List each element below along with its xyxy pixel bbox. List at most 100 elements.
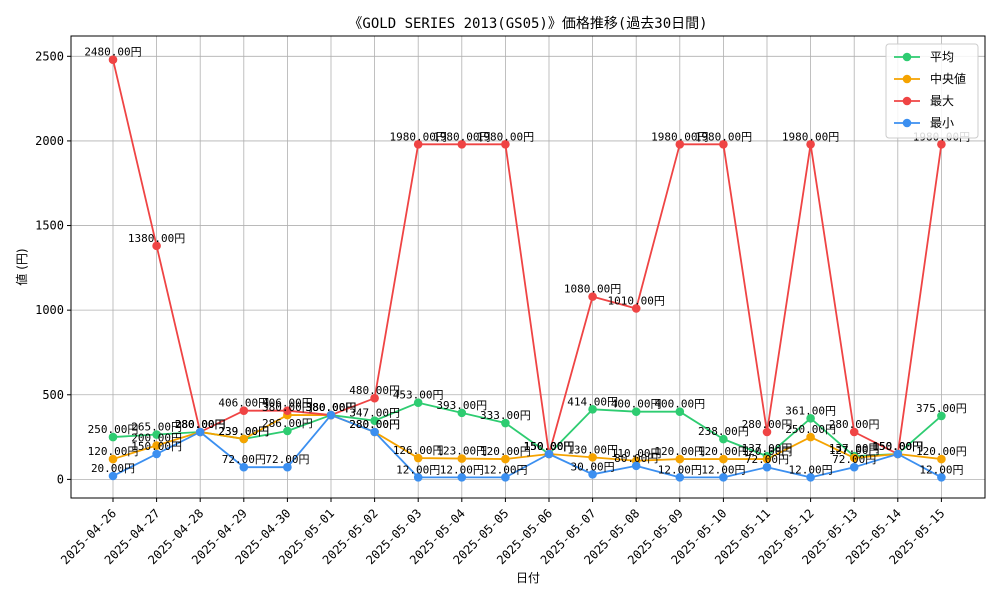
data-label-0: 280.00円 — [175, 418, 226, 431]
data-point-0 — [283, 426, 292, 436]
data-point-1 — [806, 432, 815, 442]
data-point-0 — [937, 411, 946, 421]
data-label-0: 361.00円 — [785, 404, 836, 417]
data-label-1: 120.00円 — [742, 445, 793, 458]
data-label-3: 380.00円 — [306, 401, 357, 414]
data-label-1: 120.00円 — [88, 445, 139, 458]
data-label-2: 150.00円 — [872, 440, 923, 453]
data-point-1 — [239, 434, 249, 444]
data-label-1: 280.00円 — [175, 418, 226, 431]
y-tick-label: 2000 — [35, 134, 64, 148]
data-label-3: 12.00円 — [440, 463, 484, 476]
data-label-1: 127.00円 — [829, 444, 880, 457]
data-point-3 — [370, 427, 379, 437]
data-label-3: 12.00円 — [396, 463, 440, 476]
data-label-0: 137.00円 — [742, 442, 793, 455]
y-tick-label: 1000 — [35, 303, 64, 317]
data-point-0 — [631, 407, 641, 416]
data-point-2 — [937, 140, 946, 149]
legend-marker — [902, 74, 912, 84]
data-label-1: 380.00円 — [306, 401, 357, 414]
data-point-1 — [501, 454, 510, 464]
data-point-3 — [675, 473, 685, 482]
data-point-3 — [631, 461, 641, 471]
data-label-0: 250.00円 — [88, 423, 139, 436]
data-label-2: 1380.00円 — [128, 232, 185, 245]
data-label-2: 1980.00円 — [695, 130, 752, 143]
legend-label: 最小 — [930, 116, 954, 130]
data-label-1: 250.00円 — [785, 423, 836, 436]
data-point-3 — [501, 473, 510, 482]
data-label-2: 406.00円 — [218, 397, 269, 410]
data-point-2 — [849, 427, 859, 437]
data-label-3: 280.00円 — [349, 418, 400, 431]
data-point-3 — [719, 473, 728, 482]
data-label-1: 150.00円 — [872, 440, 923, 453]
data-label-2: 280.00円 — [175, 418, 226, 431]
data-label-1: 110.00円 — [611, 447, 662, 460]
data-label-3: 280.00円 — [175, 418, 226, 431]
data-point-2 — [588, 292, 597, 301]
y-axis: 0 500 1000 1500 2000 2500 — [35, 49, 71, 486]
data-label-1: 120.00円 — [480, 445, 531, 458]
series-line-3 — [112, 414, 942, 479]
data-point-2 — [413, 140, 423, 149]
data-label-0: 375.00円 — [916, 402, 967, 415]
data-label-0: 393.00円 — [436, 399, 487, 412]
data-point-1 — [849, 453, 859, 463]
data-point-3 — [937, 473, 946, 482]
series-points — [108, 55, 946, 482]
legend-box — [885, 43, 979, 139]
data-point-1 — [937, 454, 946, 464]
data-label-0: 400.00円 — [611, 398, 662, 411]
data-point-2 — [762, 427, 772, 437]
data-label-0: 380.00円 — [306, 401, 357, 414]
data-point-2 — [501, 140, 510, 149]
data-point-1 — [588, 453, 597, 462]
data-label-1: 130.00円 — [567, 443, 618, 456]
data-label-0: 400.00円 — [654, 398, 705, 411]
data-label-0: 150.00円 — [872, 440, 923, 453]
y-tick-label: 1500 — [35, 219, 64, 233]
data-labels: 250.00円265.00円280.00円239.00円286.00円380.0… — [84, 46, 970, 477]
data-label-1: 126.00円 — [393, 444, 444, 457]
data-point-1 — [675, 454, 685, 464]
data-label-1: 239.00円 — [218, 425, 269, 438]
data-point-1 — [152, 441, 161, 450]
data-point-2 — [239, 406, 249, 415]
data-label-1: 120.00円 — [698, 445, 749, 458]
data-label-3: 72.00円 — [832, 453, 876, 466]
data-label-1: 123.00円 — [436, 445, 487, 458]
y-tick-label: 500 — [42, 388, 64, 402]
data-point-1 — [108, 454, 118, 464]
data-label-0: 265.00円 — [131, 421, 182, 434]
data-point-0 — [588, 405, 597, 414]
data-label-2: 280.00円 — [829, 418, 880, 431]
data-label-3: 72.00円 — [745, 453, 789, 466]
data-label-1: 380.00円 — [262, 401, 313, 414]
legend-label: 平均 — [930, 50, 954, 64]
data-point-3 — [413, 473, 423, 482]
data-point-3 — [849, 462, 859, 472]
grid — [71, 36, 985, 498]
data-point-3 — [544, 449, 554, 459]
data-label-3: 12.00円 — [483, 463, 527, 476]
data-label-2: 406.00円 — [262, 397, 313, 410]
data-label-2: 1980.00円 — [651, 130, 708, 143]
data-point-0 — [675, 407, 685, 416]
y-axis-title: 値 (円) — [14, 248, 29, 285]
data-point-2 — [719, 140, 728, 149]
data-label-2: 2480.00円 — [84, 46, 141, 59]
data-point-0 — [719, 434, 728, 444]
data-label-0: 137.00円 — [829, 442, 880, 455]
data-point-3 — [457, 473, 467, 482]
data-label-2: 1080.00円 — [564, 283, 621, 296]
chart-title: 《GOLD SERIES 2013(GS05)》価格推移(過去30日間) — [348, 16, 707, 32]
series-lines — [112, 59, 943, 479]
data-label-0: 333.00円 — [480, 409, 531, 422]
data-point-1 — [413, 453, 423, 463]
data-point-1 — [719, 454, 728, 464]
data-point-3 — [195, 427, 205, 437]
data-label-2: 280.00円 — [742, 418, 793, 431]
